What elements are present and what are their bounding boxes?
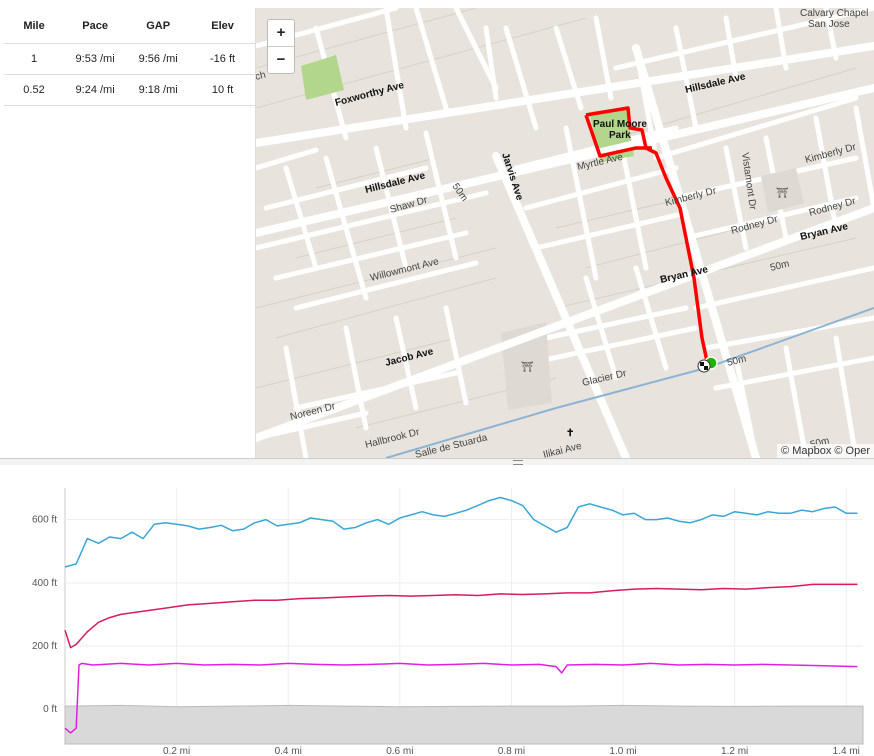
header-gap[interactable]: GAP bbox=[126, 8, 191, 44]
map-label-park: Park bbox=[609, 130, 631, 141]
y-tick-label: 200 ft bbox=[32, 641, 57, 652]
map-label-50m-c: 50m bbox=[726, 354, 748, 369]
chart-series[interactable] bbox=[64, 496, 864, 745]
x-tick-label: 1.2 mi bbox=[721, 746, 748, 756]
split-gap: 9:56 /mi bbox=[126, 43, 191, 75]
split-pace: 9:53 /mi bbox=[64, 43, 127, 75]
creek bbox=[385, 307, 874, 458]
series-line-2[interactable] bbox=[64, 662, 858, 734]
series-line-1[interactable] bbox=[64, 583, 858, 649]
split-mile: 0.52 bbox=[4, 74, 65, 106]
y-tick-label: 600 ft bbox=[32, 515, 57, 526]
zoom-in-button[interactable]: + bbox=[276, 24, 286, 41]
route-path[interactable] bbox=[584, 106, 710, 367]
map-label-50m-b: 50m bbox=[769, 259, 791, 274]
header-mile[interactable]: Mile bbox=[4, 8, 65, 44]
split-row[interactable]: 0.52 9:24 /mi 9:18 /mi 10 ft bbox=[4, 74, 255, 106]
building-area bbox=[761, 168, 804, 213]
splits-header-row: Mile Pace GAP Elev bbox=[4, 8, 255, 44]
split-mile: 1 bbox=[4, 43, 65, 75]
splits-table: Mile Pace GAP Elev 1 9:53 /mi 9:56 /mi -… bbox=[4, 8, 255, 106]
zoom-out-button[interactable]: − bbox=[268, 46, 294, 73]
route-map[interactable]: ⛩ ⛩ ✝ Calvary Chapel San Jose ch Foxwort… bbox=[256, 8, 874, 458]
chart-grid bbox=[64, 488, 863, 745]
x-axis: 0.2 mi 0.4 mi 0.6 mi 0.8 mi 1.0 mi 1.2 mi 1.4 … bbox=[163, 746, 860, 756]
x-tick-label: 1.4 mi bbox=[833, 746, 860, 756]
split-elev: -16 ft bbox=[190, 43, 255, 75]
map-label-ilikai: Ilikai Ave bbox=[542, 441, 583, 458]
elevation-chart[interactable]: 0 ft 200 ft 400 ft 600 ft 0.2 mi 0.4 mi 0.6 m… bbox=[0, 466, 874, 756]
y-tick-label: 400 ft bbox=[32, 578, 57, 589]
map-label-hallbrook: Hallbrook Dr bbox=[364, 427, 421, 451]
map-label-salle: Salle de Stuarda bbox=[414, 432, 489, 458]
temple-icon: ⛩ bbox=[521, 361, 534, 373]
drag-handle-icon[interactable] bbox=[513, 460, 523, 465]
map-label-san-jose: San Jose bbox=[808, 19, 850, 30]
y-axis: 0 ft 200 ft 400 ft 600 ft bbox=[32, 515, 57, 716]
x-tick-label: 0.6 mi bbox=[386, 746, 413, 756]
attribution-link[interactable]: © Mapbox © Oper bbox=[781, 445, 870, 457]
x-tick-label: 0.8 mi bbox=[498, 746, 525, 756]
split-gap: 9:18 /mi bbox=[126, 74, 191, 106]
y-tick-label: 0 ft bbox=[43, 704, 57, 715]
park-area bbox=[301, 55, 344, 100]
map-attribution: © Mapbox © Oper bbox=[777, 444, 874, 458]
finish-flag-icon[interactable] bbox=[697, 359, 711, 373]
header-pace[interactable]: Pace bbox=[64, 8, 127, 44]
header-elev[interactable]: Elev bbox=[190, 8, 255, 44]
split-elev: 10 ft bbox=[190, 74, 255, 106]
church-icon: ✝ bbox=[566, 428, 574, 439]
major-roads bbox=[256, 42, 874, 458]
map-label-ch: ch bbox=[256, 70, 267, 83]
x-tick-label: 0.4 mi bbox=[275, 746, 302, 756]
x-tick-label: 0.2 mi bbox=[163, 746, 190, 756]
map-canvas[interactable]: ⛩ ⛩ ✝ Calvary Chapel San Jose ch Foxwort… bbox=[256, 8, 874, 458]
series-line-0[interactable] bbox=[64, 496, 858, 568]
minor-streets bbox=[256, 8, 874, 458]
resize-divider[interactable] bbox=[0, 458, 874, 465]
x-tick-label: 1.0 mi bbox=[609, 746, 636, 756]
zoom-control: + − bbox=[267, 19, 295, 74]
splits-panel: Mile Pace GAP Elev 1 9:53 /mi 9:56 /mi -… bbox=[4, 8, 256, 458]
elevation-area[interactable] bbox=[64, 704, 864, 745]
split-pace: 9:24 /mi bbox=[64, 74, 127, 106]
split-row[interactable]: 1 9:53 /mi 9:56 /mi -16 ft bbox=[4, 43, 255, 75]
map-label-calvary: Calvary Chapel bbox=[800, 8, 868, 19]
map-label-paul: Paul Moore bbox=[593, 119, 647, 130]
temple-icon: ⛩ bbox=[776, 187, 789, 199]
